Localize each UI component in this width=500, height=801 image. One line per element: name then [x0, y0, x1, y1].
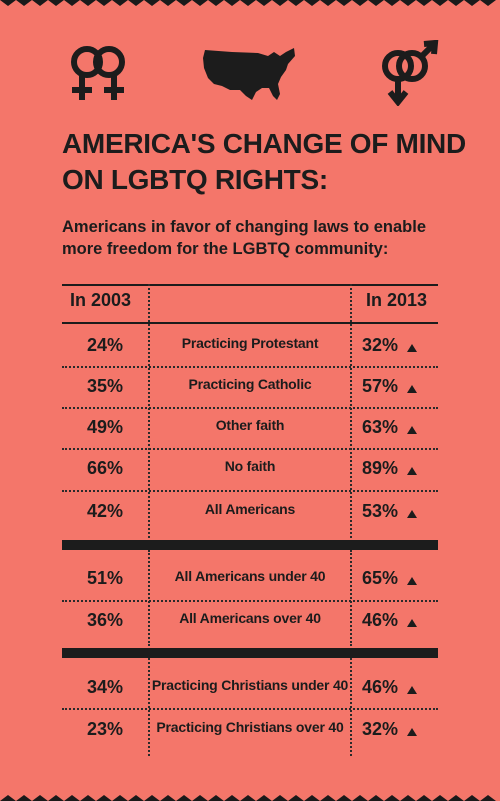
section-divider-band: [62, 648, 438, 658]
row-divider: [62, 366, 438, 368]
up-triangle-icon: [407, 466, 418, 475]
row-label: All Americans over 40: [179, 610, 321, 626]
column-divider: [148, 550, 150, 646]
header-in-2013: In 2013: [366, 290, 428, 310]
table-row: 66% No faith 89%: [62, 448, 438, 489]
value-2013: 46%: [362, 600, 418, 641]
table-row: 49% Other faith 63%: [62, 407, 438, 448]
table-header: In 2003 In 2013: [62, 286, 438, 322]
up-triangle-icon: [407, 343, 418, 352]
table-row: 36% All Americans over 40 46%: [62, 600, 438, 641]
value-2003: 36%: [86, 610, 124, 630]
value-2003: 23%: [86, 719, 124, 739]
row-divider: [62, 448, 438, 450]
column-divider: [350, 550, 352, 646]
title-line-2: ON LGBTQ RIGHTS:: [62, 164, 328, 195]
column-divider: [148, 658, 150, 756]
page-title: AMERICA'S CHANGE OF MIND ON LGBTQ RIGHTS…: [62, 126, 482, 198]
row-label: Practicing Christians over 40: [156, 719, 344, 735]
row-label: Practicing Catholic: [188, 376, 312, 392]
row-label: Practicing Christians under 40: [151, 677, 349, 693]
top-zigzag-edge: [0, 0, 500, 6]
subtitle-line-1: Americans in favor of changing laws to e…: [62, 218, 426, 236]
row-label: No faith: [224, 458, 276, 474]
up-triangle-icon: [407, 685, 418, 694]
value-2013: 63%: [362, 407, 418, 448]
icon-strip: [0, 38, 500, 110]
male-male-symbol-icon: [370, 40, 442, 106]
value-2013: 89%: [362, 448, 418, 489]
row-divider: [62, 600, 438, 602]
up-triangle-icon: [407, 576, 418, 585]
up-triangle-icon: [407, 618, 418, 627]
row-divider: [62, 407, 438, 409]
value-2003: 42%: [86, 501, 124, 521]
row-label: All Americans: [204, 501, 296, 517]
column-divider: [350, 658, 352, 756]
row-label: All Americans under 40: [174, 568, 326, 584]
value-2003: 34%: [86, 677, 124, 697]
section-divider-band: [62, 540, 438, 550]
row-divider: [62, 490, 438, 492]
header-bottom-rule: [62, 322, 438, 324]
up-triangle-icon: [407, 384, 418, 393]
value-2013: 53%: [362, 491, 418, 532]
bottom-zigzag-edge: [0, 795, 500, 801]
subtitle-line-2: more freedom for the LGBTQ community:: [62, 240, 389, 258]
table-row: 24% Practicing Protestant 32%: [62, 325, 438, 366]
female-female-symbol-icon: [60, 44, 138, 104]
title-line-1: AMERICA'S CHANGE OF MIND: [62, 128, 466, 159]
table-row: 42% All Americans 53%: [62, 491, 438, 532]
row-divider: [62, 708, 438, 710]
value-2003: 51%: [86, 568, 124, 588]
row-label: Practicing Protestant: [181, 335, 319, 351]
value-2003: 35%: [86, 376, 124, 396]
table-row: 34% Practicing Christians under 40 46%: [62, 667, 438, 708]
table-row: 23% Practicing Christians over 40 32%: [62, 709, 438, 750]
usa-map-icon: [202, 44, 298, 104]
value-2013: 32%: [362, 325, 418, 366]
up-triangle-icon: [407, 509, 418, 518]
table-row: 51% All Americans under 40 65%: [62, 558, 438, 599]
column-divider: [350, 284, 352, 538]
value-2003: 49%: [86, 417, 124, 437]
column-divider: [148, 284, 150, 538]
up-triangle-icon: [407, 425, 418, 434]
header-in-2003: In 2003: [70, 290, 132, 310]
subtitle: Americans in favor of changing laws to e…: [62, 216, 462, 260]
up-triangle-icon: [407, 727, 418, 736]
row-label: Other faith: [215, 417, 285, 433]
value-2013: 32%: [362, 709, 418, 750]
value-2013: 46%: [362, 667, 418, 708]
value-2003: 66%: [86, 458, 124, 478]
table-top-rule: [62, 284, 438, 286]
value-2003: 24%: [86, 335, 124, 355]
table-row: 35% Practicing Catholic 57%: [62, 366, 438, 407]
value-2013: 57%: [362, 366, 418, 407]
value-2013: 65%: [362, 558, 418, 599]
